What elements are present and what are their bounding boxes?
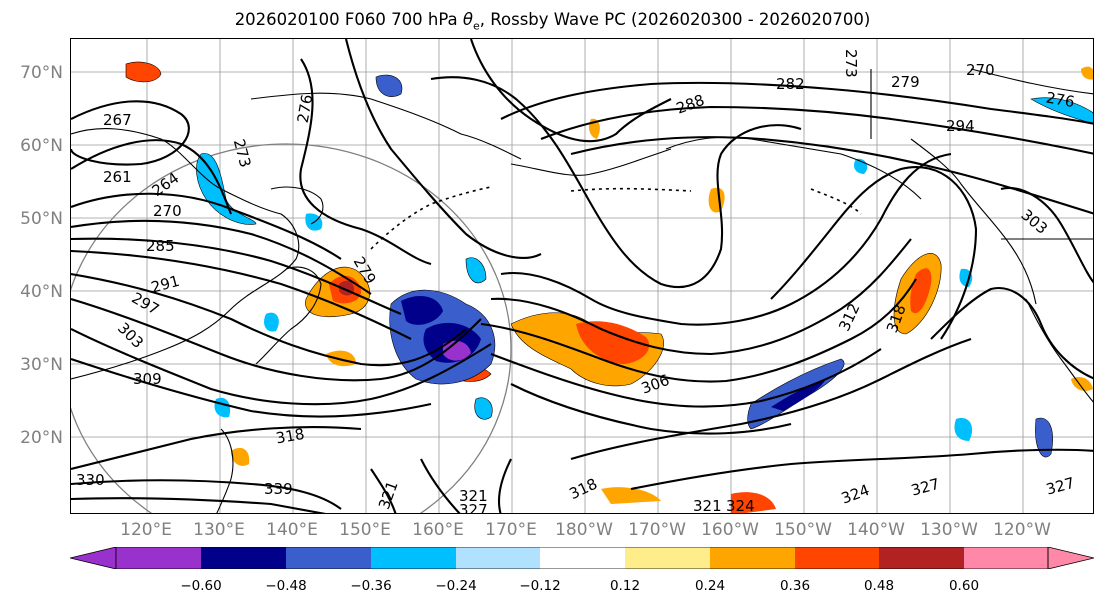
- colorbar-segment: [116, 547, 201, 569]
- map-canvas: 267 261 264 270 285 291 297 303 309 318 …: [71, 39, 1093, 514]
- colorbar-segment: [286, 547, 371, 569]
- colorbar-extend-max: [1047, 547, 1094, 569]
- colorbar-tick: 0.12: [609, 578, 641, 594]
- lat-label-30n: 30°N: [20, 355, 63, 375]
- contour-label: 279: [891, 73, 920, 91]
- colorbar-tick: 0.48: [863, 578, 895, 594]
- contour-label: 291: [149, 272, 181, 297]
- contour-label: 321: [693, 497, 722, 514]
- contour-label: 282: [776, 75, 805, 93]
- lon-label-160w: 160°W: [701, 520, 759, 540]
- contour-label: 270: [153, 202, 182, 220]
- colorbar-segment: [201, 547, 286, 569]
- theta-e-contours: [71, 39, 1093, 513]
- colorbar-tick: 0.60: [948, 578, 980, 594]
- contour-label: 261: [103, 168, 132, 186]
- contour-label: 327: [909, 475, 941, 500]
- colorbar-tick: −0.12: [519, 578, 561, 594]
- colorbar-tick: 0.24: [694, 578, 726, 594]
- colorbar-segment: [795, 547, 879, 569]
- lon-label-150e: 150°E: [339, 520, 391, 540]
- contour-label: 327: [1044, 474, 1076, 499]
- contour-label: 330: [76, 471, 105, 489]
- contour-label: 318: [567, 475, 601, 503]
- contour-label: 294: [946, 117, 975, 135]
- lon-label-130e: 130°E: [193, 520, 245, 540]
- colorbar-segment: [879, 547, 964, 569]
- colorbar-extend-min: [70, 547, 117, 569]
- contour-label: 303: [1018, 206, 1052, 238]
- contour-label: 312: [835, 300, 863, 334]
- contour-label: 324: [726, 497, 755, 514]
- colorbar-tick: −0.36: [350, 578, 392, 594]
- lat-label-50n: 50°N: [20, 209, 63, 229]
- lat-label-20n: 20°N: [20, 428, 63, 448]
- contour-label: 276: [294, 93, 317, 124]
- colorbar-tick: −0.48: [265, 578, 307, 594]
- colorbar-tick: 0.36: [779, 578, 811, 594]
- lat-label-70n: 70°N: [20, 63, 63, 83]
- colorbar: [70, 547, 1094, 569]
- colorbar-tick: −0.60: [180, 578, 222, 594]
- lon-label-120w: 120°W: [993, 520, 1051, 540]
- contour-label: 327: [459, 501, 488, 514]
- lon-label-150w: 150°W: [774, 520, 832, 540]
- contour-label: 270: [966, 61, 995, 79]
- lon-label-130w: 130°W: [920, 520, 978, 540]
- contour-label: 321: [375, 479, 402, 512]
- colorbar-segment: [964, 547, 1048, 569]
- colorbar-segment: [625, 547, 710, 569]
- contour-label: 339: [264, 480, 293, 498]
- lat-label-60n: 60°N: [20, 136, 63, 156]
- contour-label: 273: [842, 49, 860, 78]
- contour-label: 276: [1045, 88, 1076, 111]
- lon-label-140e: 140°E: [266, 520, 318, 540]
- map-panel[interactable]: 267 261 264 270 285 291 297 303 309 318 …: [70, 38, 1094, 514]
- colorbar-tick: −0.24: [435, 578, 477, 594]
- lon-label-120e: 120°E: [120, 520, 172, 540]
- dashed-boundaries: [370, 186, 862, 250]
- contour-label: 324: [839, 481, 872, 508]
- lat-label-40n: 40°N: [20, 282, 63, 302]
- contour-label: 288: [674, 91, 707, 118]
- contour-label: 273: [230, 137, 255, 169]
- lon-label-180w: 180°W: [555, 520, 613, 540]
- contour-label: 321: [459, 487, 488, 505]
- lon-label-140w: 140°W: [847, 520, 905, 540]
- region-circle: [71, 143, 512, 513]
- lon-label-170w: 170°W: [628, 520, 686, 540]
- contour-label: 318: [274, 425, 305, 448]
- contour-label: 267: [103, 111, 132, 129]
- coastlines: [71, 68, 1093, 513]
- lon-label-160e: 160°E: [412, 520, 464, 540]
- colorbar-segment: [710, 547, 795, 569]
- lon-label-170e: 170°E: [485, 520, 537, 540]
- contour-label: 285: [146, 237, 175, 255]
- map-title: 2026020100 F060 700 hPa θe, Rossby Wave …: [234, 10, 871, 33]
- colorbar-segment: [371, 547, 456, 569]
- colorbar-segment: [456, 547, 540, 569]
- contour-label: 309: [133, 370, 162, 388]
- colorbar-segment: [540, 547, 625, 569]
- colorbar-outline: [115, 547, 1049, 569]
